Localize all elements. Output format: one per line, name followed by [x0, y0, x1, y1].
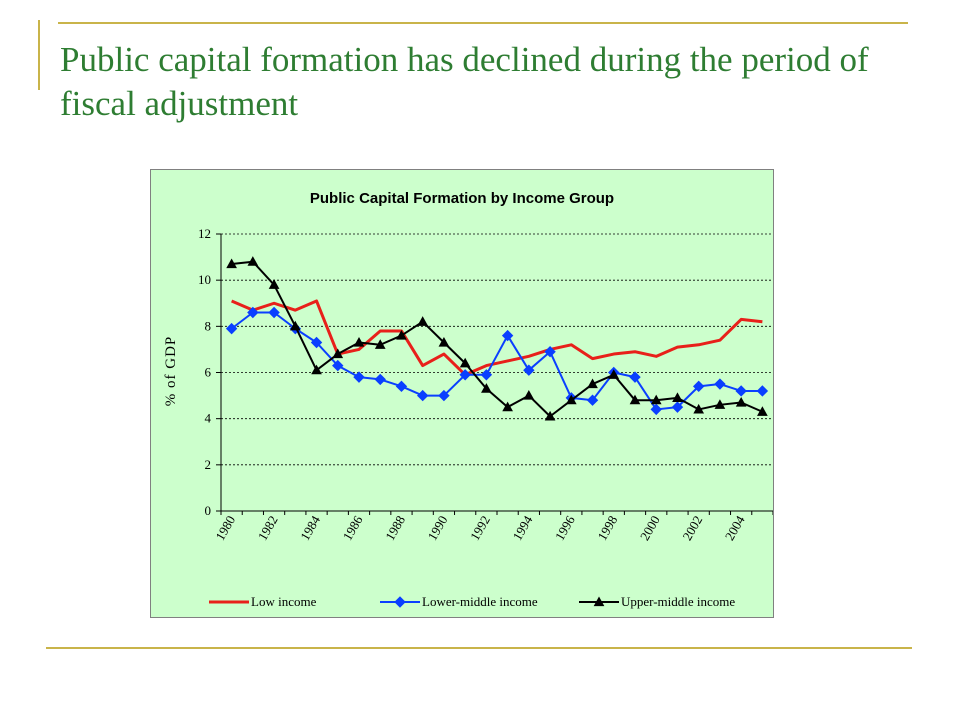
data-point	[289, 320, 301, 331]
legend-label: Upper-middle income	[621, 594, 735, 609]
line-chart: Public Capital Formation by Income Group…	[151, 170, 773, 617]
data-point	[395, 380, 408, 393]
data-point	[523, 364, 535, 376]
y-tick-label: 10	[198, 272, 211, 287]
data-point	[417, 316, 429, 326]
data-point	[502, 401, 513, 412]
data-point	[247, 306, 259, 319]
data-point	[544, 410, 556, 421]
data-point	[650, 403, 662, 416]
data-point	[268, 279, 280, 289]
data-point	[757, 406, 768, 416]
left-accent-line	[38, 20, 40, 90]
data-point	[523, 390, 535, 400]
y-tick-label: 2	[205, 457, 212, 472]
data-point	[481, 383, 492, 393]
y-tick-label: 8	[205, 318, 212, 333]
data-point	[629, 394, 641, 405]
data-point	[586, 394, 599, 406]
series-line	[231, 260, 763, 418]
slide-title: Public capital formation has declined du…	[60, 40, 869, 123]
data-point	[247, 256, 259, 266]
data-point	[544, 346, 556, 358]
data-point	[353, 371, 365, 383]
data-point	[374, 339, 386, 349]
data-point	[332, 348, 344, 359]
y-tick-label: 12	[198, 226, 211, 241]
data-point	[396, 330, 407, 340]
data-point	[438, 336, 450, 347]
data-point	[374, 373, 386, 386]
bottom-accent-line	[46, 647, 912, 649]
data-point	[671, 401, 684, 413]
data-point	[672, 392, 683, 402]
y-tick-labels: 0 2 4 6 8 10 12	[198, 226, 212, 518]
y-tick-label: 4	[205, 411, 212, 426]
data-point	[714, 399, 726, 409]
data-point	[735, 385, 747, 397]
top-accent-line	[58, 22, 908, 24]
y-tick-label: 6	[205, 365, 212, 380]
data-point	[226, 258, 237, 269]
data-point	[332, 359, 344, 372]
data-point	[459, 357, 471, 368]
data-point	[692, 380, 705, 393]
data-point	[629, 371, 641, 383]
y-axis-label: % of GDP	[163, 336, 179, 407]
legend-marker	[593, 596, 605, 607]
data-point	[225, 322, 238, 335]
chart-background	[151, 170, 773, 617]
data-point	[459, 369, 471, 381]
legend: Low income Lower-middle income Upper-middl…	[209, 594, 735, 609]
legend-label: Low income	[251, 594, 317, 609]
data-point	[480, 369, 493, 381]
series-line	[231, 299, 763, 377]
chart-title: Public Capital Formation by Income Group	[310, 190, 614, 207]
data-point	[735, 396, 747, 407]
legend-label: Lower-middle income	[422, 594, 538, 609]
y-tick-label: 0	[205, 503, 212, 518]
data-point	[714, 378, 726, 390]
legend-marker	[394, 596, 406, 608]
data-point	[650, 394, 662, 405]
axes	[220, 234, 773, 515]
data-point	[310, 336, 323, 349]
data-point	[693, 403, 705, 414]
data-point	[438, 389, 450, 402]
data-point	[565, 394, 577, 405]
series-lines	[225, 256, 769, 421]
data-point	[311, 364, 322, 375]
data-point	[608, 369, 620, 379]
data-point	[587, 378, 598, 389]
chart-container: Public Capital Formation by Income Group…	[150, 169, 774, 618]
data-point	[756, 385, 769, 397]
data-point	[353, 336, 365, 347]
data-point	[416, 389, 429, 402]
data-point	[268, 306, 280, 319]
data-point	[501, 329, 514, 342]
